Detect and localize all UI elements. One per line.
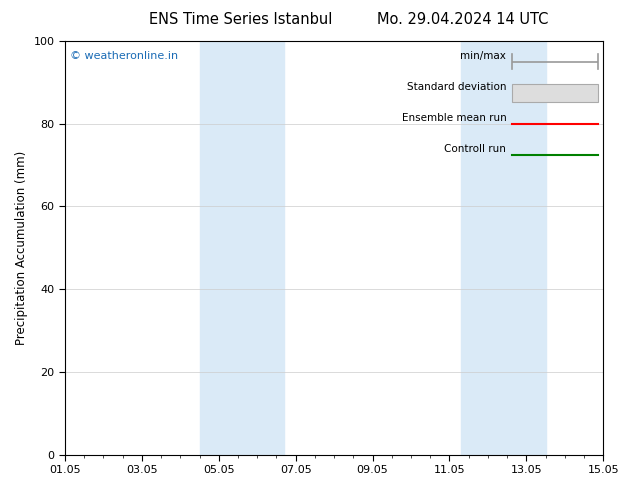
Text: Controll run: Controll run bbox=[444, 145, 507, 154]
Text: Ensemble mean run: Ensemble mean run bbox=[401, 113, 507, 123]
Text: © weatheronline.in: © weatheronline.in bbox=[70, 51, 179, 61]
Text: Standard deviation: Standard deviation bbox=[407, 82, 507, 93]
Bar bbox=[200, 41, 284, 455]
Bar bbox=[512, 84, 598, 102]
Text: min/max: min/max bbox=[460, 51, 507, 61]
Y-axis label: Precipitation Accumulation (mm): Precipitation Accumulation (mm) bbox=[15, 151, 28, 345]
Text: Mo. 29.04.2024 14 UTC: Mo. 29.04.2024 14 UTC bbox=[377, 12, 548, 27]
Bar bbox=[461, 41, 545, 455]
Text: ENS Time Series Istanbul: ENS Time Series Istanbul bbox=[149, 12, 333, 27]
